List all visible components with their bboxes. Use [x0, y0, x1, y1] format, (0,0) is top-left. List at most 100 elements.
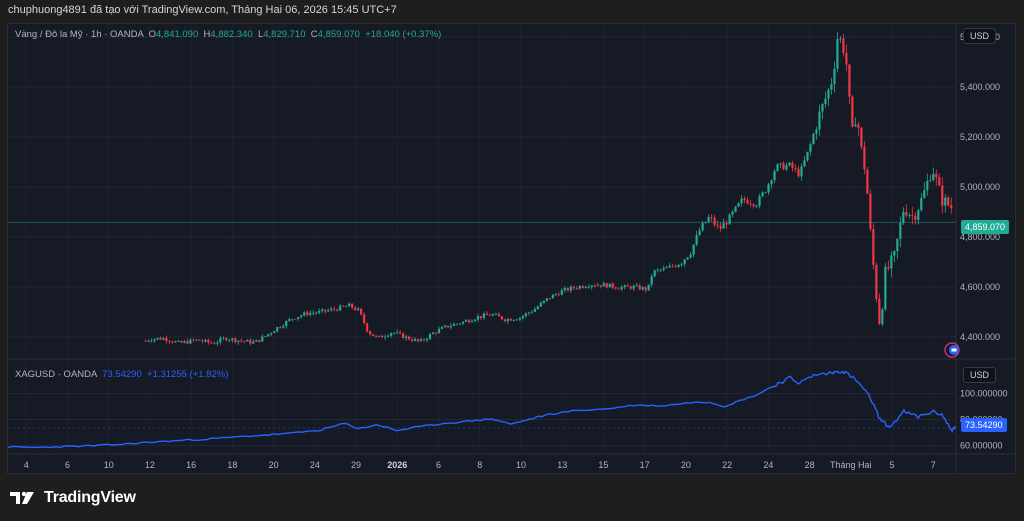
- candle-body: [851, 96, 854, 127]
- candle-body: [407, 336, 411, 340]
- candle-body: [638, 285, 641, 290]
- x-tick-label: 8: [477, 460, 482, 470]
- candle-body: [833, 68, 836, 85]
- candle-body: [455, 323, 459, 325]
- x-tick-label: 29: [351, 460, 361, 470]
- candle-body: [764, 192, 767, 194]
- candle-body: [273, 331, 276, 334]
- candle-body: [779, 163, 782, 165]
- candle-body: [887, 267, 890, 269]
- candle-body: [539, 302, 542, 307]
- candle-body: [821, 103, 824, 112]
- candle-body: [599, 285, 602, 287]
- candle-body: [252, 341, 255, 344]
- candle-body: [689, 254, 692, 258]
- currency-badge-sub[interactable]: USD: [963, 367, 997, 383]
- x-tick-label: 10: [516, 460, 526, 470]
- candle-body: [911, 214, 914, 216]
- candle-body: [917, 210, 920, 220]
- candle-body: [761, 192, 764, 197]
- candle-body: [324, 309, 327, 312]
- candle-body: [225, 338, 228, 341]
- candle-body: [647, 284, 650, 291]
- main-y-tick-label: 5,400.000: [960, 82, 1000, 92]
- candle-body: [827, 89, 830, 99]
- candle-body: [800, 166, 803, 177]
- candle-body: [587, 287, 590, 288]
- tradingview-wordmark: TradingView: [44, 489, 136, 506]
- candle-body: [267, 334, 270, 337]
- candle-body: [614, 287, 617, 289]
- candle-body: [650, 276, 653, 285]
- main-legend: Vàng / Đô la Mỹ · 1h · OANDA O4,841.090 …: [15, 29, 442, 40]
- chart-caption: chuphuong4891 đã tạo với TradingView.com…: [8, 4, 397, 16]
- candle-body: [815, 129, 818, 134]
- candle-body: [162, 338, 165, 340]
- x-tick-label: 20: [681, 460, 691, 470]
- candle-body: [479, 316, 483, 318]
- candle-body: [300, 315, 303, 318]
- candle-body: [258, 339, 261, 342]
- candle-body: [306, 312, 309, 315]
- x-tick-label: 6: [65, 460, 70, 470]
- candle-body: [234, 338, 237, 343]
- candle-body: [536, 306, 539, 310]
- candle-body: [941, 185, 944, 206]
- candle-body: [620, 287, 623, 290]
- candle-body: [372, 334, 375, 336]
- candle-body: [419, 339, 423, 341]
- candle-body: [342, 305, 345, 307]
- candle-body: [443, 325, 447, 328]
- candle-body: [485, 313, 489, 315]
- candle-body: [905, 211, 908, 216]
- candle-body: [854, 124, 857, 127]
- x-tick-label: 4: [24, 460, 29, 470]
- candle-body: [440, 327, 444, 329]
- candle-body: [186, 341, 189, 344]
- candle-body: [572, 286, 575, 289]
- candle-body: [596, 285, 599, 286]
- candle-body: [866, 169, 869, 194]
- candle-body: [686, 257, 689, 260]
- candle-body: [719, 225, 722, 229]
- candle-body: [428, 334, 432, 339]
- candle-body: [695, 235, 698, 245]
- candle-body: [929, 180, 932, 181]
- chart-canvas[interactable]: 5,600.0005,400.0005,200.0005,000.0004,80…: [8, 24, 1016, 474]
- legend-close: 4,859.070: [317, 29, 360, 40]
- candle-body: [297, 317, 300, 320]
- candle-body: [590, 285, 593, 288]
- candle-body: [389, 333, 393, 336]
- candle-body: [318, 310, 321, 313]
- candle-body: [237, 340, 240, 343]
- candle-body: [354, 307, 357, 311]
- candle-body: [497, 314, 501, 317]
- candle-body: [144, 340, 147, 342]
- candle-body: [869, 193, 872, 230]
- candle-body: [524, 313, 527, 317]
- candle-body: [422, 339, 426, 341]
- candle-body: [713, 217, 716, 225]
- currency-badge-main[interactable]: USD: [963, 28, 997, 44]
- candle-body: [950, 205, 953, 209]
- candle-body: [276, 327, 279, 332]
- candle-body: [282, 326, 285, 328]
- candle-body: [228, 340, 231, 341]
- chart-area[interactable]: 5,600.0005,400.0005,200.0005,000.0004,80…: [7, 23, 1016, 474]
- alert-marker-icon[interactable]: [943, 341, 961, 359]
- candle-body: [348, 303, 351, 307]
- x-tick-label: 6: [436, 460, 441, 470]
- candle-body: [875, 264, 878, 299]
- candle-body: [336, 309, 339, 311]
- candle-body: [384, 336, 387, 338]
- candle-body: [545, 298, 548, 301]
- candle-body: [231, 338, 234, 341]
- candle-body: [773, 171, 776, 181]
- candle-body: [782, 163, 785, 170]
- tradingview-logo[interactable]: TradingView: [10, 488, 136, 508]
- sub-legend-symbol: XAGUSD · OANDA: [15, 369, 97, 380]
- x-tick-label: 16: [186, 460, 196, 470]
- candle-body: [180, 341, 183, 343]
- candle-body: [509, 319, 513, 321]
- candle-body: [662, 267, 665, 270]
